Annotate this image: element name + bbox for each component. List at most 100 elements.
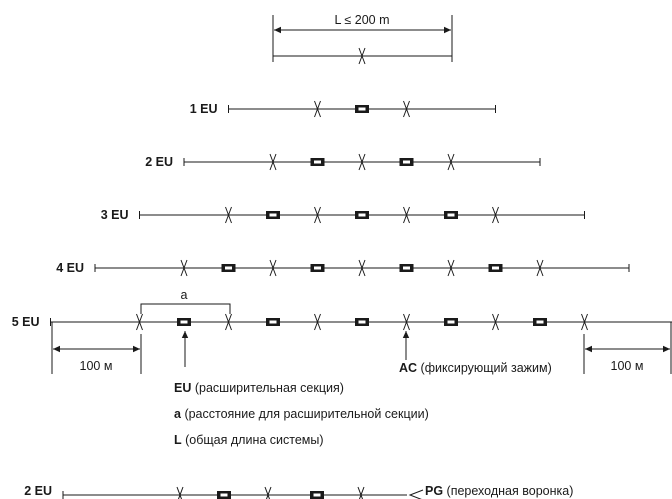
- expansion-unit-mark: [221, 264, 236, 272]
- pg-abbr: PG: [425, 484, 443, 498]
- fix-point-stroke: [447, 153, 455, 171]
- fix-point-mark: [269, 259, 277, 277]
- fix-point-stroke: [358, 153, 366, 171]
- fix-point-mark: [536, 259, 544, 277]
- offset-right-dimension: 100 м: [583, 322, 672, 374]
- top-dim-label: L ≤ 200 m: [334, 13, 389, 27]
- fix-point-mark: [269, 153, 277, 171]
- fix-point-stroke: [314, 206, 321, 224]
- fix-point-stroke: [225, 206, 232, 224]
- fix-point-stroke: [358, 486, 365, 499]
- fix-point-mark: [314, 206, 321, 224]
- expansion-unit-window: [358, 213, 366, 217]
- expansion-unit-window: [358, 107, 366, 111]
- fix-point-stroke: [358, 259, 366, 277]
- expansion-unit-mark: [355, 105, 369, 113]
- fix-point-stroke: [225, 313, 232, 331]
- ac-abbr: AC: [399, 361, 417, 375]
- fix-point-stroke: [265, 486, 272, 499]
- eu-row: 1 EU: [190, 100, 496, 118]
- fix-point-mark: [358, 153, 366, 171]
- eu-row: 2 EU: [145, 153, 541, 171]
- expansion-unit-window: [269, 213, 277, 217]
- fix-point-stroke: [403, 313, 410, 331]
- fix-point-mark: [447, 153, 455, 171]
- fix-point-stroke: [314, 100, 321, 118]
- fix-point-mark: [314, 313, 321, 331]
- fix-point-mark: [136, 313, 143, 331]
- fix-point-mark: [314, 100, 321, 118]
- spacing-label: a: [181, 288, 188, 302]
- legend-a: a (расстояние для расширительной секции): [174, 407, 429, 421]
- eu-row: 3 EU: [101, 206, 585, 224]
- expansion-unit-window: [225, 266, 232, 270]
- fix-point-stroke: [447, 259, 455, 277]
- offset-left-label: 100 м: [80, 359, 113, 373]
- expansion-unit-mark: [266, 211, 280, 219]
- eu-row-label: 2 EU: [145, 155, 173, 169]
- expansion-unit-mark: [266, 318, 280, 326]
- expansion-unit-window: [447, 320, 455, 324]
- fix-point-mark: [358, 47, 366, 65]
- spacing-bracket: a: [140, 288, 231, 314]
- expansion-unit-window: [536, 320, 544, 324]
- spacing-bracket-line: [140, 303, 231, 314]
- fix-point-stroke: [314, 313, 321, 331]
- fix-point-mark: [492, 206, 499, 224]
- expansion-unit-window: [180, 320, 188, 324]
- expansion-unit-window: [403, 160, 410, 164]
- expansion-unit-mark: [399, 158, 414, 166]
- legend-eu: EU (расширительная секция): [174, 381, 344, 395]
- expansion-unit-mark: [355, 318, 369, 326]
- eu-row: 4 EU: [56, 259, 630, 277]
- expansion-unit-window: [269, 320, 277, 324]
- expansion-unit-mark: [444, 211, 458, 219]
- fix-point-mark: [403, 206, 410, 224]
- eu-rows: 1 EU 2 EU 3 EU 4 EU 5 EU: [12, 100, 672, 331]
- fix-point-mark: [357, 486, 365, 499]
- eu-row-label: 3 EU: [101, 208, 129, 222]
- fix-point-mark: [403, 313, 410, 331]
- legend-eu-abbr: EU: [174, 381, 191, 395]
- ac-text: (фиксирующий зажим): [421, 361, 552, 375]
- expansion-unit-mark: [217, 491, 231, 499]
- pg-annotation: PG (переходная воронка): [425, 484, 573, 498]
- offset-left-dimension: 100 м: [51, 322, 142, 374]
- fix-point-stroke: [536, 259, 544, 277]
- fix-point-stroke: [177, 486, 184, 499]
- fix-point-mark: [225, 206, 232, 224]
- fix-point-mark: [581, 313, 588, 331]
- expansion-unit-window: [492, 266, 499, 270]
- legend-l: L (общая длина системы): [174, 433, 324, 447]
- pg-text: (переходная воронка): [447, 484, 574, 498]
- fix-point-stroke: [269, 153, 277, 171]
- eu-row-label: 4 EU: [56, 261, 84, 275]
- expansion-unit-mark: [355, 211, 369, 219]
- fix-point-stroke: [403, 206, 410, 224]
- bottom-row: 2 EU PG (переходная воронка): [24, 484, 573, 499]
- fix-point-stroke: [136, 313, 143, 331]
- ac-annotation: AC (фиксирующий зажим): [399, 361, 552, 375]
- expansion-unit-mark: [310, 491, 324, 499]
- fix-point-mark: [180, 259, 188, 277]
- expansion-unit-mark: [310, 158, 325, 166]
- expansion-unit-mark: [310, 264, 325, 272]
- fix-point-mark: [447, 259, 455, 277]
- fix-point-stroke: [581, 313, 588, 331]
- expansion-unit-window: [313, 493, 321, 497]
- eu-row-label: 5 EU: [12, 315, 40, 329]
- fix-point-stroke: [269, 259, 277, 277]
- fix-point-mark: [358, 259, 366, 277]
- expansion-unit-mark: [399, 264, 414, 272]
- top-dimension: L ≤ 200 m: [272, 13, 453, 65]
- bottom-row-label: 2 EU: [24, 484, 52, 498]
- expansion-unit-window: [314, 160, 321, 164]
- pg-funnel-icon: [408, 489, 424, 499]
- fix-point-mark: [264, 486, 272, 499]
- fix-point-mark: [225, 313, 232, 331]
- legend-a-abbr: a: [174, 407, 182, 421]
- top-fix-point: [358, 47, 366, 65]
- legend-a-text: (расстояние для расширительной секции): [184, 407, 428, 421]
- offset-right-label: 100 м: [611, 359, 644, 373]
